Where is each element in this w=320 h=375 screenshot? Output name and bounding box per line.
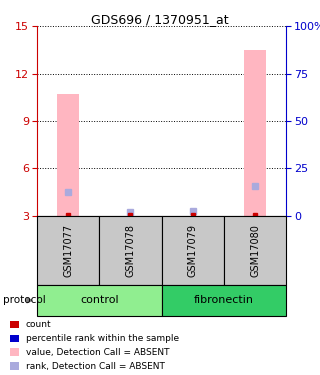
Text: percentile rank within the sample: percentile rank within the sample <box>26 334 179 343</box>
Bar <box>224 216 286 285</box>
Bar <box>10 334 19 342</box>
Bar <box>10 348 19 356</box>
Text: fibronectin: fibronectin <box>194 296 254 305</box>
Bar <box>244 50 266 216</box>
Text: value, Detection Call = ABSENT: value, Detection Call = ABSENT <box>26 348 169 357</box>
Bar <box>162 216 224 285</box>
Bar <box>10 362 19 370</box>
Text: protocol: protocol <box>3 296 46 305</box>
Bar <box>37 285 162 316</box>
Bar <box>10 321 19 328</box>
Text: GSM17080: GSM17080 <box>250 224 260 277</box>
Text: rank, Detection Call = ABSENT: rank, Detection Call = ABSENT <box>26 362 164 370</box>
Bar <box>162 285 286 316</box>
Text: GSM17077: GSM17077 <box>63 224 73 277</box>
Bar <box>57 94 79 216</box>
Text: GDS696 / 1370951_at: GDS696 / 1370951_at <box>91 13 229 26</box>
Bar <box>37 216 99 285</box>
Text: GSM17078: GSM17078 <box>125 224 135 277</box>
Text: count: count <box>26 320 51 329</box>
Text: GSM17079: GSM17079 <box>188 224 198 277</box>
Bar <box>99 216 162 285</box>
Text: control: control <box>80 296 118 305</box>
